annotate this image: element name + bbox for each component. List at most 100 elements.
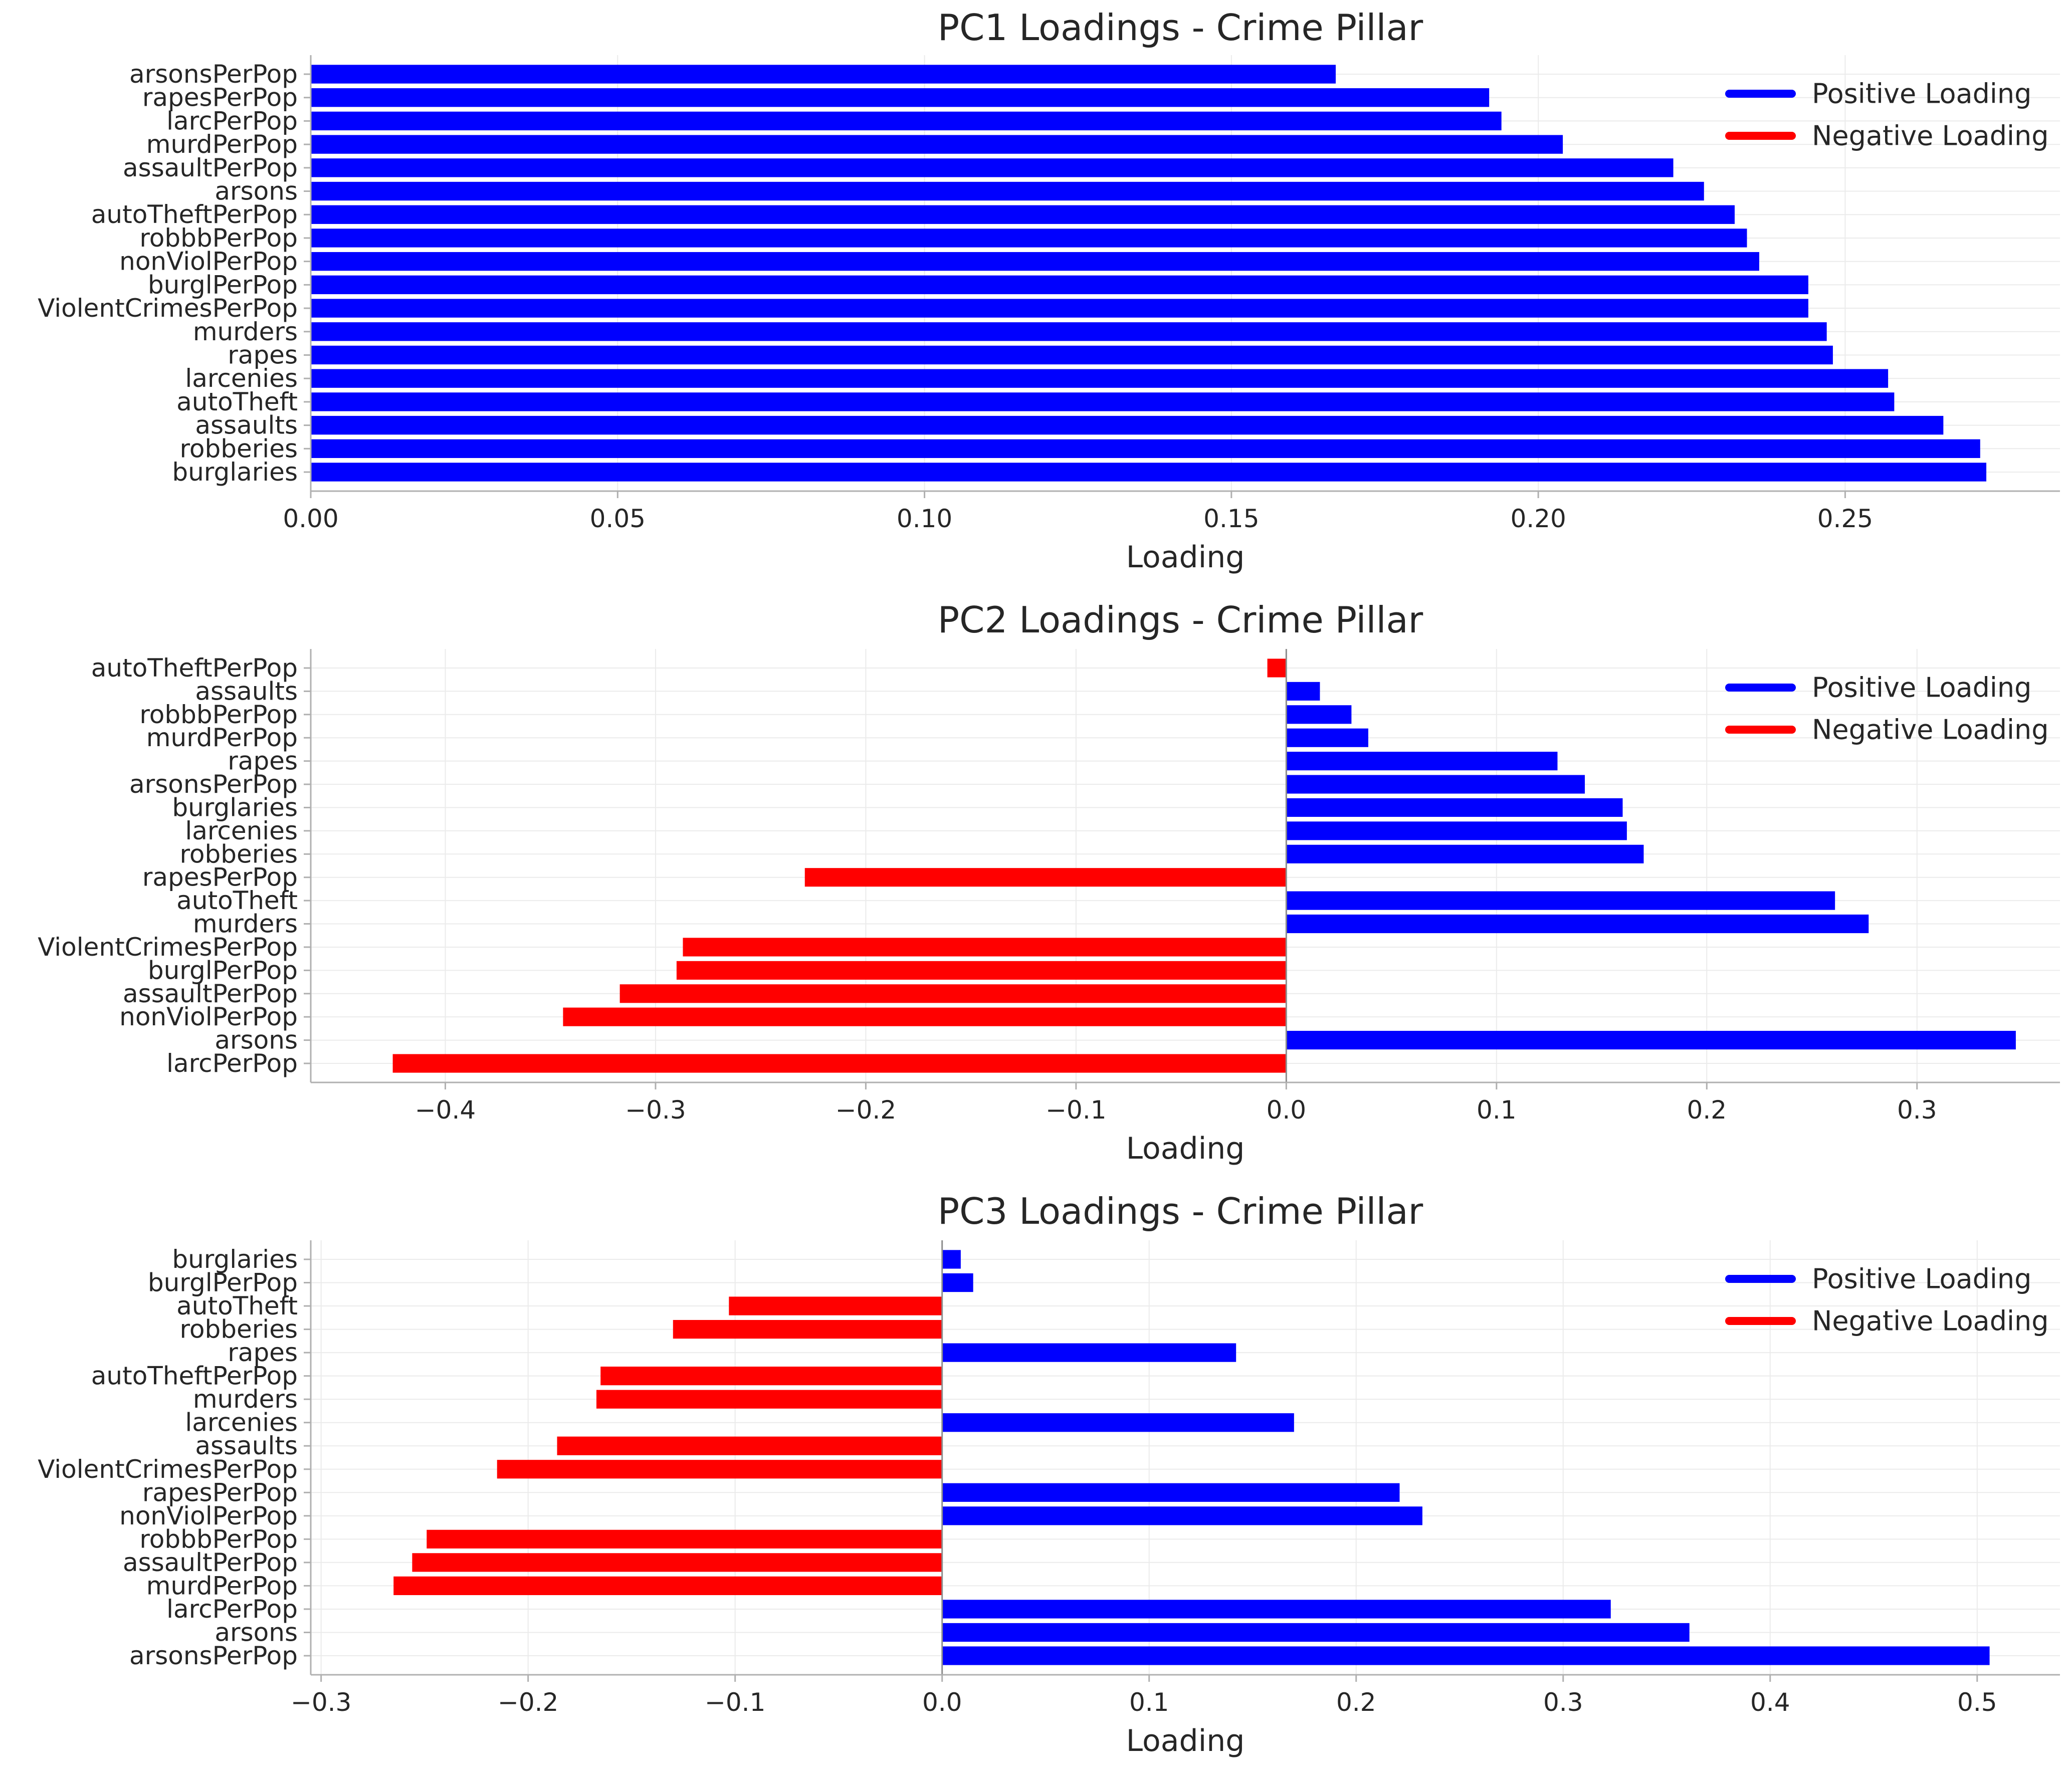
- bar-robbbPerPop: [427, 1529, 942, 1548]
- y-tick-label: rapesPerPop: [142, 863, 298, 892]
- x-axis-label: Loading: [1126, 540, 1245, 575]
- y-tick-label: ViolentCrimesPerPop: [38, 294, 298, 323]
- bar-ViolentCrimesPerPop: [497, 1460, 942, 1479]
- y-tick-label: arsonsPerPop: [129, 1641, 298, 1670]
- y-tick-label: murdPerPop: [146, 1571, 298, 1600]
- bar-murders: [596, 1390, 942, 1409]
- x-tick-label: −0.2: [836, 1095, 896, 1125]
- bar-larcenies: [1286, 821, 1627, 840]
- bar-burglPerPop: [942, 1273, 973, 1292]
- x-tick-label: −0.2: [498, 1688, 558, 1717]
- bar-larcPerPop: [392, 1054, 1287, 1073]
- bar-arsons: [1286, 1031, 2016, 1050]
- bar-autoTheftPerPop: [1267, 658, 1287, 678]
- bar-burglPerPop: [311, 275, 1808, 295]
- y-tick-label: burglaries: [172, 793, 298, 822]
- legend-label-positive: Positive Loading: [1812, 1263, 2031, 1295]
- x-tick-label: −0.1: [705, 1688, 765, 1717]
- chart-panel-pc3: burglariesburglPerPopautoTheftrobberiesr…: [38, 1190, 2060, 1758]
- x-tick-label: −0.3: [625, 1095, 686, 1125]
- bar-robberies: [1286, 844, 1644, 863]
- y-tick-label: autoTheftPerPop: [91, 200, 298, 229]
- y-tick-label: burglPerPop: [148, 1268, 298, 1297]
- x-tick-label: 0.4: [1750, 1688, 1790, 1717]
- y-tick-label: rapesPerPop: [142, 1478, 298, 1507]
- y-tick-label: autoTheft: [176, 886, 298, 915]
- y-tick-label: arsons: [215, 1618, 298, 1647]
- x-tick-label: −0.1: [1046, 1095, 1106, 1125]
- y-tick-label: assaults: [195, 677, 298, 706]
- y-tick-label: autoTheft: [176, 387, 298, 416]
- bar-larcenies: [942, 1413, 1294, 1432]
- bar-arsons: [942, 1623, 1690, 1642]
- bar-nonViolPerPop: [311, 252, 1759, 271]
- bars: [311, 65, 1987, 482]
- chart-title: PC1 Loadings - Crime Pillar: [938, 7, 1423, 49]
- bar-ViolentCrimesPerPop: [683, 938, 1287, 957]
- y-tick-label: assaultPerPop: [123, 979, 298, 1008]
- bar-arsons: [311, 181, 1704, 201]
- y-tick-label: autoTheft: [176, 1291, 298, 1320]
- bar-robberies: [311, 439, 1980, 458]
- legend: Positive Loading Negative Loading: [1725, 672, 2049, 746]
- y-tick-label: arsons: [215, 177, 298, 206]
- y-tick-label: assaults: [195, 1431, 298, 1460]
- bar-burglaries: [311, 463, 1987, 482]
- y-tick-label: arsonsPerPop: [129, 60, 298, 89]
- bar-assaults: [311, 415, 1944, 435]
- y-tick-label: rapesPerPop: [142, 83, 298, 112]
- bar-autoTheftPerPop: [311, 205, 1735, 224]
- x-tick-label: 0.10: [897, 504, 952, 533]
- y-tick-label: robbbPerPop: [139, 700, 298, 729]
- bar-autoTheft: [311, 392, 1895, 411]
- bar-murdPerPop: [311, 135, 1563, 154]
- bar-arsonsPerPop: [1286, 775, 1585, 794]
- legend: Positive Loading Negative Loading: [1725, 1263, 2049, 1337]
- y-tick-label: robberies: [179, 434, 298, 463]
- y-tick-label: arsons: [215, 1026, 298, 1055]
- x-tick-label: 0.00: [283, 504, 338, 533]
- x-tick-label: 0.1: [1477, 1095, 1517, 1125]
- y-tick-label: murders: [193, 1385, 298, 1414]
- bar-robbbPerPop: [311, 229, 1747, 248]
- bar-murdPerPop: [393, 1576, 942, 1596]
- y-tick-label: ViolentCrimesPerPop: [38, 933, 298, 962]
- bar-burglPerPop: [676, 961, 1287, 980]
- bar-rapes: [942, 1343, 1236, 1362]
- y-tick-label: rapes: [228, 1338, 298, 1367]
- y-tick-label: larcPerPop: [166, 1049, 298, 1078]
- bar-arsonsPerPop: [942, 1646, 1990, 1665]
- y-tick-label: nonViolPerPop: [119, 1002, 298, 1031]
- x-tick-label: 0.25: [1817, 504, 1873, 533]
- bar-nonViolPerPop: [563, 1007, 1287, 1026]
- x-tick-label: 0.5: [1957, 1688, 1997, 1717]
- bar-murders: [311, 322, 1827, 341]
- bar-assaultPerPop: [311, 158, 1674, 177]
- y-tick-label: robbbPerPop: [139, 224, 298, 253]
- y-tick-label: assaultPerPop: [123, 153, 298, 182]
- bar-autoTheft: [729, 1296, 942, 1315]
- legend-label-positive: Positive Loading: [1812, 78, 2031, 110]
- y-tick-label: burglaries: [172, 1245, 298, 1274]
- bar-robbbPerPop: [1286, 705, 1352, 724]
- bar-autoTheft: [1286, 891, 1835, 910]
- y-tick-label: robberies: [179, 839, 298, 868]
- bar-ViolentCrimesPerPop: [311, 299, 1808, 318]
- chart-panel-pc2: autoTheftPerPopassaultsrobbbPerPopmurdPe…: [38, 599, 2060, 1166]
- bar-assaults: [1286, 682, 1320, 701]
- bar-autoTheftPerPop: [600, 1367, 942, 1386]
- bar-burglaries: [1286, 798, 1623, 817]
- legend: Positive Loading Negative Loading: [1725, 78, 2049, 152]
- x-tick-label: 0.05: [590, 504, 646, 533]
- chart-panel-pc1: arsonsPerPoprapesPerPoplarcPerPopmurdPer…: [38, 7, 2060, 575]
- legend-label-negative: Negative Loading: [1812, 714, 2049, 746]
- y-tick-label: larcenies: [185, 364, 298, 393]
- bar-burglaries: [942, 1250, 961, 1269]
- y-tick-label: robbbPerPop: [139, 1524, 298, 1554]
- bar-nonViolPerPop: [942, 1506, 1422, 1525]
- y-tick-label: larcPerPop: [166, 106, 298, 135]
- y-tick-label: robberies: [179, 1315, 298, 1344]
- y-tick-label: murdPerPop: [146, 723, 298, 752]
- x-tick-label: 0.3: [1897, 1095, 1937, 1125]
